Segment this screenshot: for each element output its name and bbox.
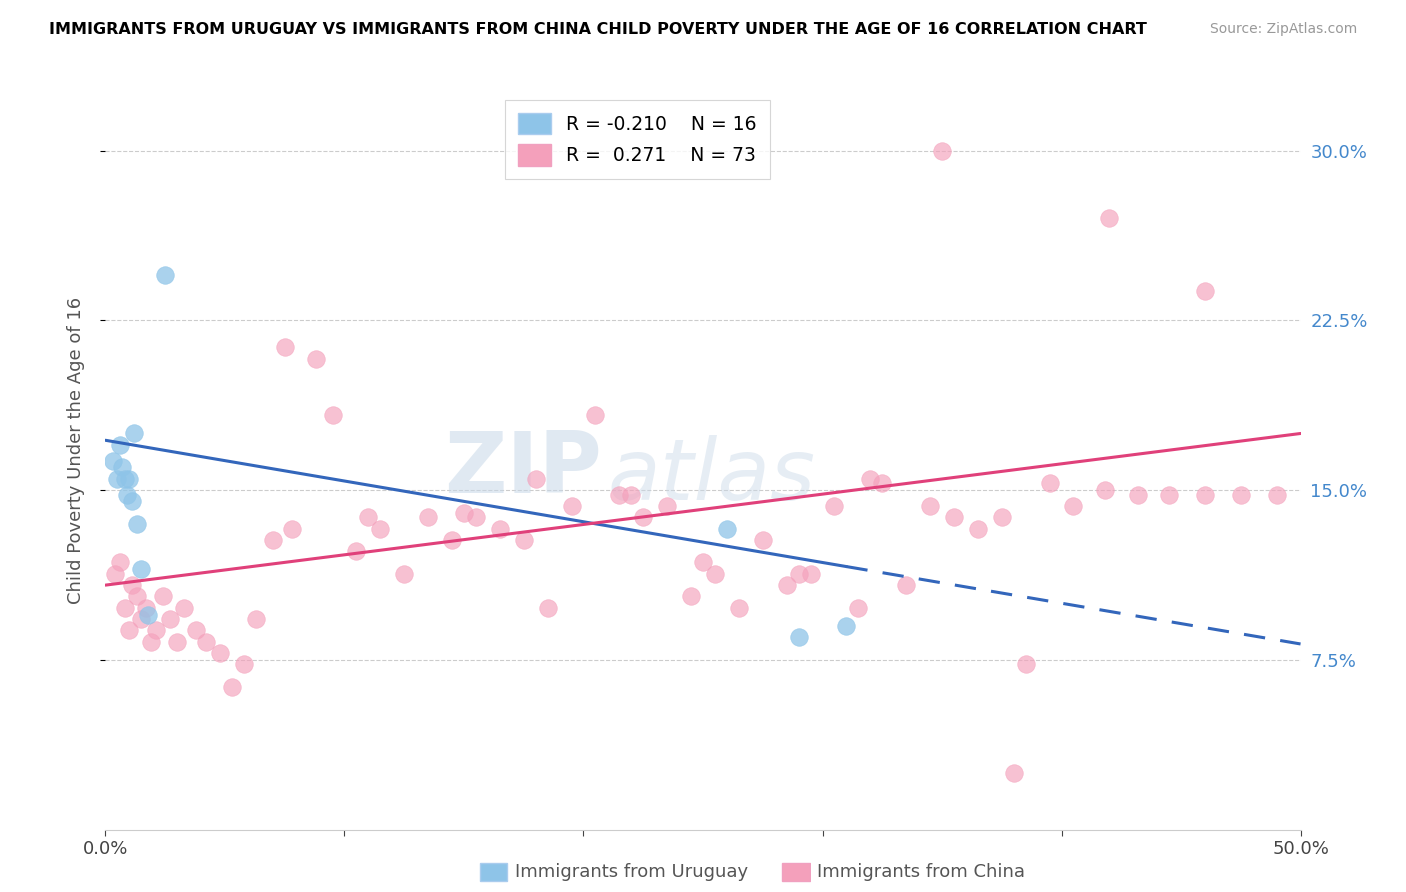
Point — [716, 522, 738, 536]
Point — [114, 600, 136, 615]
Point — [655, 499, 678, 513]
Point — [262, 533, 284, 547]
Point — [1063, 499, 1085, 513]
Point — [453, 506, 475, 520]
Point — [536, 600, 558, 615]
Point — [920, 499, 942, 513]
Point — [186, 624, 208, 638]
Legend: R = -0.210    N = 16, R =  0.271    N = 73: R = -0.210 N = 16, R = 0.271 N = 73 — [505, 100, 770, 178]
Point — [1265, 487, 1288, 501]
Point — [346, 544, 368, 558]
Point — [787, 566, 810, 581]
Point — [233, 657, 256, 672]
Point — [281, 522, 304, 536]
Point — [681, 590, 703, 604]
Point — [931, 144, 953, 158]
Bar — [479, 863, 508, 881]
Point — [138, 607, 160, 622]
Point — [859, 472, 882, 486]
Point — [872, 476, 894, 491]
Point — [560, 499, 583, 513]
Point — [787, 630, 810, 644]
Point — [1229, 487, 1251, 501]
Point — [194, 634, 217, 648]
Point — [751, 533, 773, 547]
Point — [704, 566, 727, 581]
Point — [513, 533, 536, 547]
Point — [620, 487, 643, 501]
Point — [990, 510, 1012, 524]
Point — [118, 472, 141, 486]
Point — [1098, 211, 1121, 226]
Point — [896, 578, 918, 592]
Text: atlas: atlas — [607, 435, 815, 518]
Point — [108, 438, 131, 452]
Text: Immigrants from China: Immigrants from China — [817, 863, 1025, 881]
Point — [121, 494, 143, 508]
Point — [440, 533, 463, 547]
Point — [464, 510, 488, 524]
Point — [607, 487, 630, 501]
Point — [114, 472, 136, 486]
Point — [108, 556, 131, 570]
Point — [111, 460, 134, 475]
Point — [122, 426, 145, 441]
Point — [104, 566, 127, 581]
Point — [118, 624, 141, 638]
Point — [1159, 487, 1181, 501]
Point — [728, 600, 751, 615]
Point — [273, 341, 295, 355]
Text: Immigrants from Uruguay: Immigrants from Uruguay — [515, 863, 748, 881]
Point — [824, 499, 846, 513]
Point — [153, 268, 177, 282]
Text: IMMIGRANTS FROM URUGUAY VS IMMIGRANTS FROM CHINA CHILD POVERTY UNDER THE AGE OF : IMMIGRANTS FROM URUGUAY VS IMMIGRANTS FR… — [49, 22, 1147, 37]
Point — [209, 646, 232, 660]
Point — [1094, 483, 1116, 497]
Point — [125, 516, 148, 531]
Point — [633, 510, 655, 524]
Point — [129, 562, 153, 576]
Point — [139, 634, 162, 648]
Point — [1002, 766, 1025, 780]
Point — [115, 487, 138, 501]
Point — [489, 522, 512, 536]
Point — [145, 624, 167, 638]
Point — [305, 351, 328, 366]
Point — [121, 578, 143, 592]
Point — [799, 566, 821, 581]
Point — [835, 619, 858, 633]
Point — [221, 680, 243, 694]
Point — [1194, 284, 1216, 298]
Y-axis label: Child Poverty Under the Age of 16: Child Poverty Under the Age of 16 — [66, 297, 84, 604]
Point — [1126, 487, 1149, 501]
Bar — [782, 863, 810, 881]
Point — [942, 510, 965, 524]
Point — [357, 510, 380, 524]
Text: Source: ZipAtlas.com: Source: ZipAtlas.com — [1209, 22, 1357, 37]
Point — [524, 472, 547, 486]
Text: ZIP: ZIP — [444, 428, 602, 511]
Point — [1014, 657, 1036, 672]
Point — [159, 612, 181, 626]
Point — [418, 510, 440, 524]
Point — [776, 578, 799, 592]
Point — [152, 590, 174, 604]
Point — [245, 612, 267, 626]
Point — [129, 612, 153, 626]
Point — [107, 472, 129, 486]
Point — [321, 409, 344, 423]
Point — [101, 453, 124, 467]
Point — [173, 600, 195, 615]
Point — [1038, 476, 1062, 491]
Point — [368, 522, 391, 536]
Point — [166, 634, 188, 648]
Point — [692, 556, 714, 570]
Point — [846, 600, 869, 615]
Point — [1194, 487, 1216, 501]
Point — [135, 600, 157, 615]
Point — [967, 522, 990, 536]
Point — [392, 566, 416, 581]
Point — [585, 409, 607, 423]
Point — [125, 590, 148, 604]
